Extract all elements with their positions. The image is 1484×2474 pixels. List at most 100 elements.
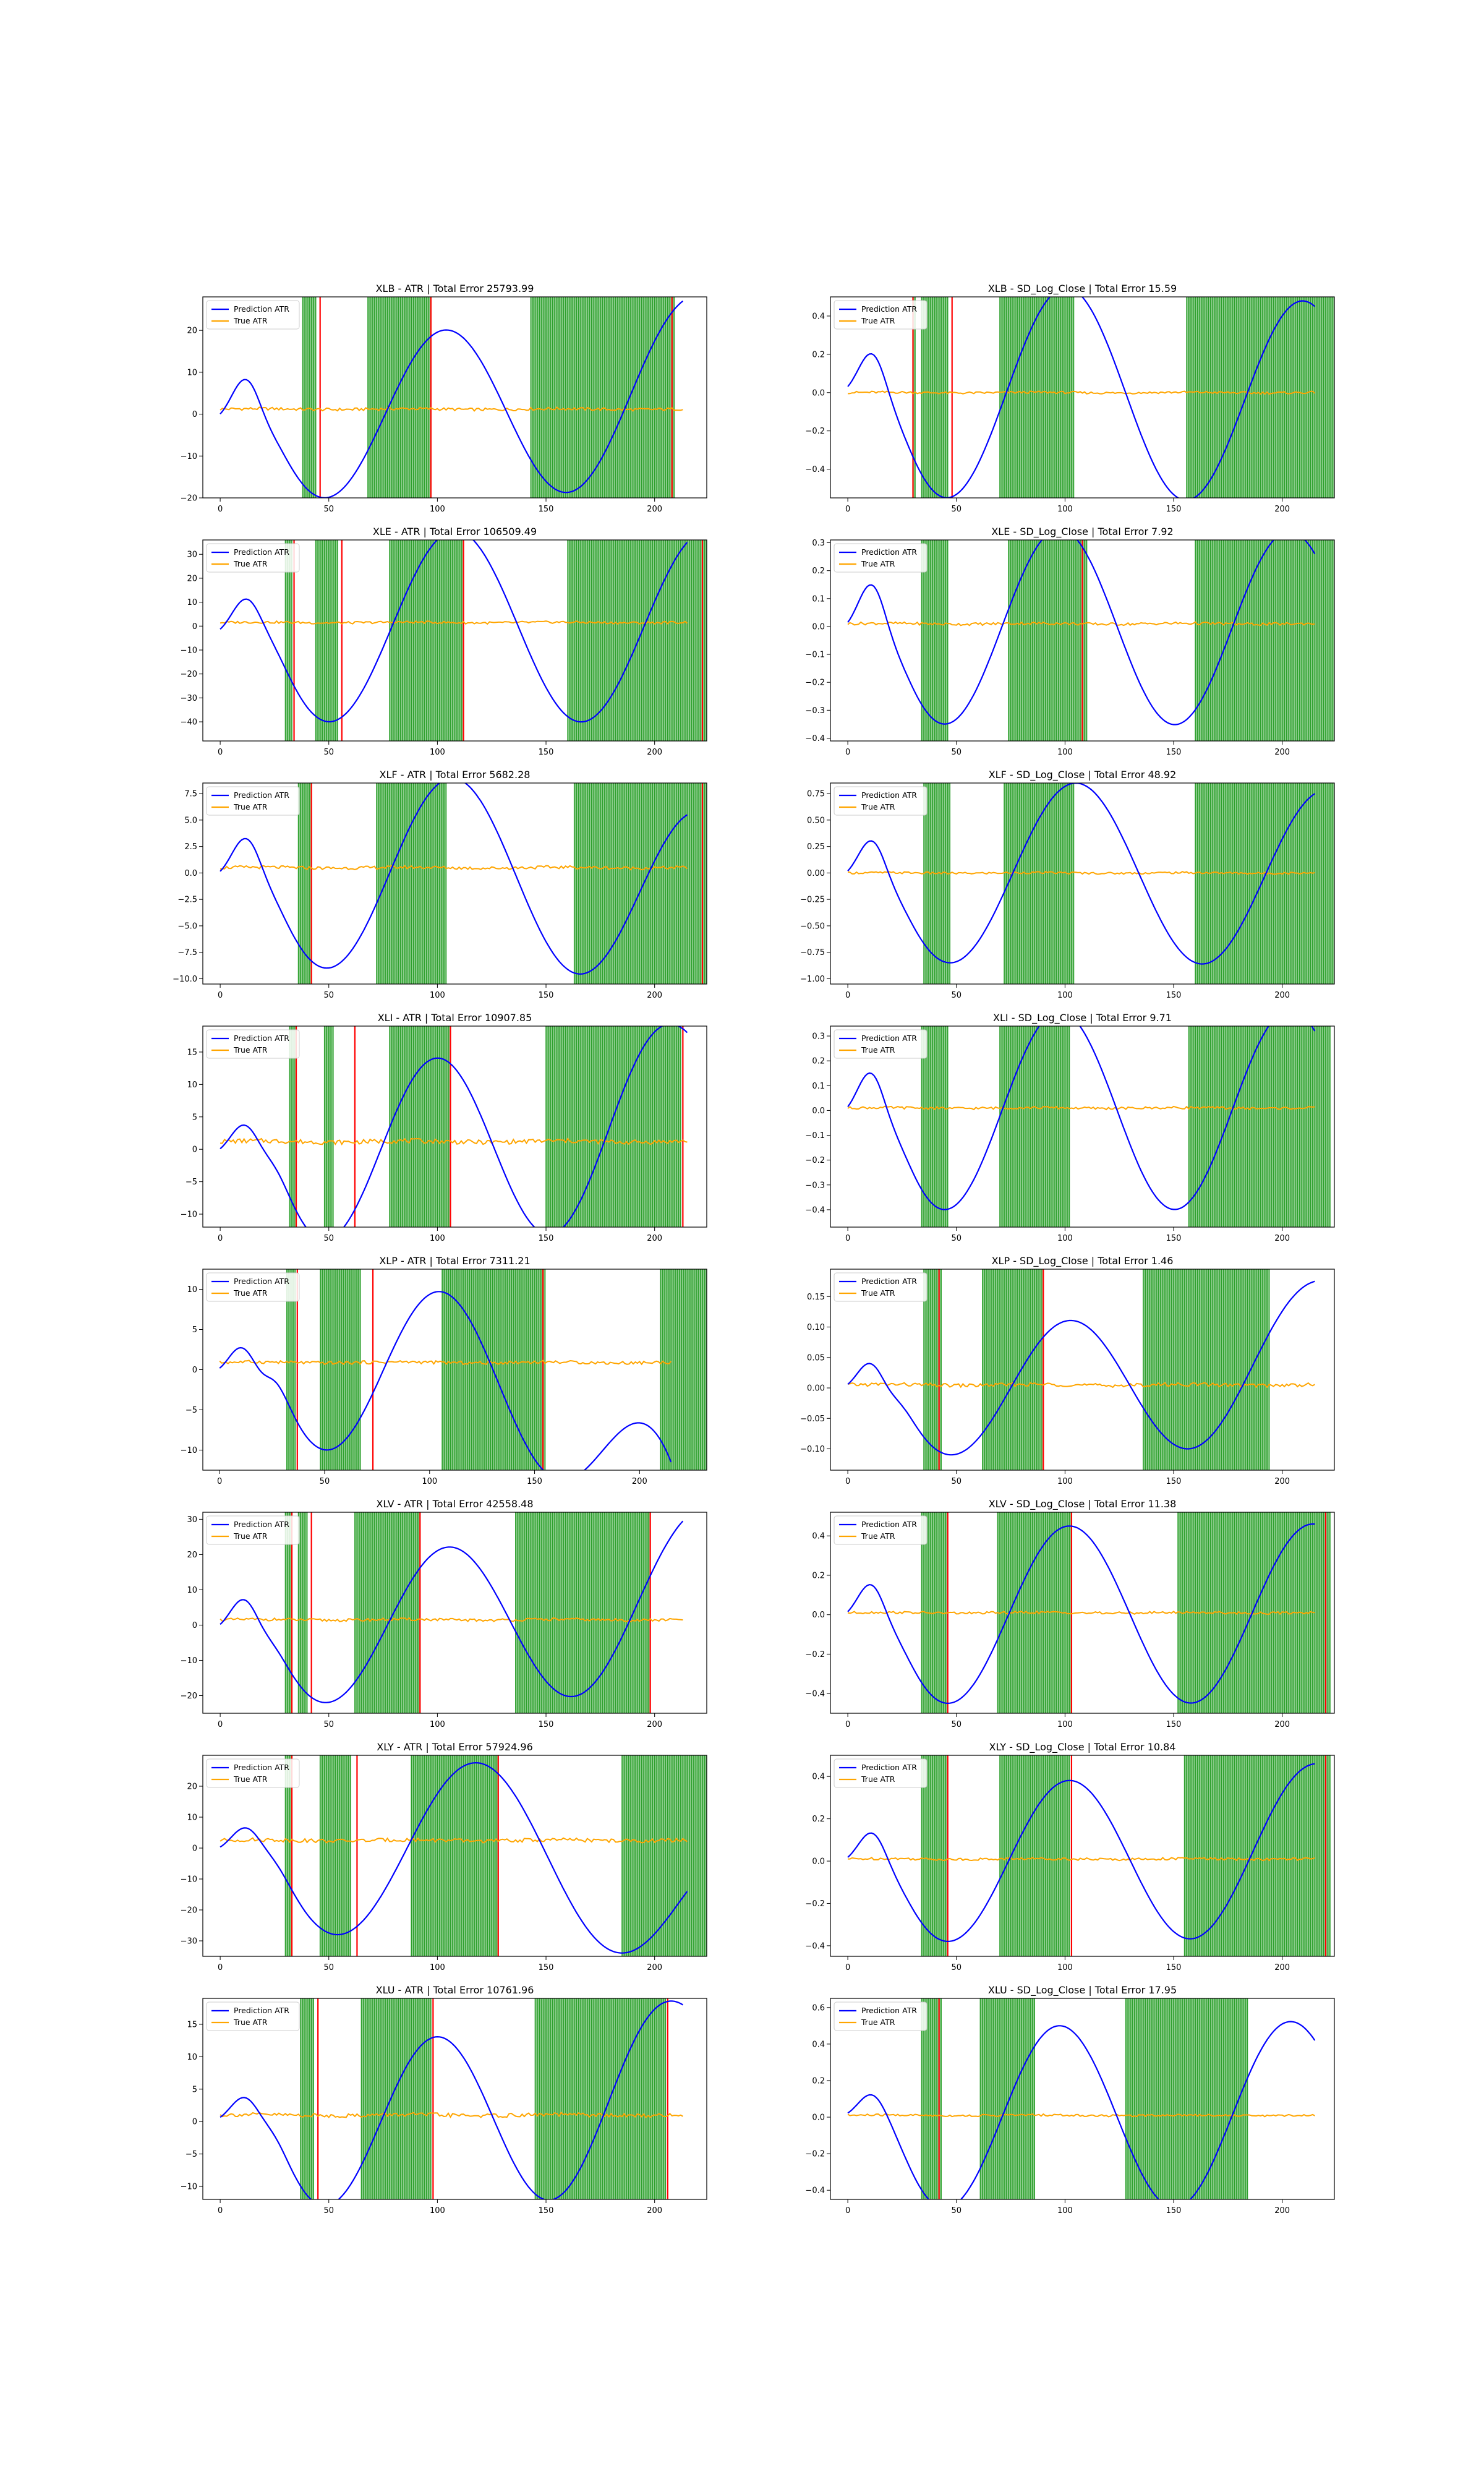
legend-box: [834, 2001, 927, 2031]
legend: Prediction ATR True ATR: [834, 543, 927, 573]
green-region: [300, 1998, 314, 2199]
legend: Prediction ATR True ATR: [834, 1758, 927, 1788]
subplot-title: XLP - ATR | Total Error 7311.21: [379, 1255, 530, 1267]
x-tick-label: 150: [1166, 505, 1182, 514]
y-tick-label: 0.25: [807, 842, 825, 852]
prediction-atr-line: [847, 2021, 1316, 2199]
y-tick-label: 0.4: [812, 312, 825, 321]
y-tick-label: 0.10: [807, 1323, 825, 1332]
green-region: [1186, 297, 1334, 498]
x-tick-label: 50: [323, 991, 334, 1000]
axes-frame: [830, 1025, 1335, 1228]
x-tick-label: 0: [845, 748, 850, 757]
y-tick-label: −10: [181, 1210, 197, 1220]
subplot-title: XLI - SD_Log_Close | Total Error 9.71: [993, 1012, 1172, 1024]
y-tick-label: 0: [192, 1621, 197, 1630]
green-region: [1195, 540, 1334, 741]
axes-frame: [202, 1512, 707, 1714]
x-tick-label: 0: [217, 1477, 222, 1486]
green-region: [999, 1755, 1070, 1956]
legend: Prediction ATR True ATR: [206, 1758, 300, 1788]
y-tick-label: 30: [187, 550, 197, 560]
green-region: [320, 1269, 361, 1470]
prediction-atr-line: [220, 1761, 688, 1954]
plot-area: [220, 783, 707, 984]
subplot-title: XLU - SD_Log_Close | Total Error 17.95: [988, 1984, 1177, 1997]
legend: Prediction ATR True ATR: [834, 300, 927, 330]
x-tick-label: 100: [1057, 2206, 1073, 2215]
x-tick-label: 200: [647, 1720, 662, 1729]
x-tick-label: 50: [951, 1234, 962, 1243]
legend: Prediction ATR True ATR: [206, 1029, 300, 1059]
green-region-fill: [367, 297, 431, 498]
subplot-title: XLY - SD_Log_Close | Total Error 10.84: [989, 1741, 1175, 1753]
x-tick-label: 0: [845, 1477, 850, 1486]
x-tick-label: 150: [1166, 1963, 1182, 1972]
y-tick-label: −20: [181, 670, 197, 679]
green-region: [354, 1512, 421, 1713]
x-tick-label: 100: [430, 748, 445, 757]
legend: Prediction ATR True ATR: [206, 2001, 300, 2031]
x-tick-label: 200: [1274, 1720, 1290, 1729]
legend: Prediction ATR True ATR: [206, 300, 300, 330]
x-tick-label: 0: [845, 2206, 850, 2215]
axes-frame: [202, 1025, 707, 1228]
y-tick-label: 0.75: [807, 790, 825, 799]
plot-area: [847, 783, 1334, 984]
axes-frame: [202, 539, 707, 742]
legend-box: [206, 1758, 300, 1788]
true-atr-line: [847, 1105, 1315, 1111]
y-tick-label: −40: [181, 718, 197, 727]
subplot-12: 0 50 100 150 200 −0.4 −0.2 0.0 0.2 0.4 XLV - SD_Lo…: [805, 1498, 1335, 1729]
y-tick-label: 0.0: [184, 869, 197, 878]
prediction-atr-line: [847, 783, 1316, 965]
green-region: [1183, 1755, 1331, 1956]
green-region-fill: [285, 1755, 292, 1956]
y-tick-label: −0.4: [805, 1690, 825, 1699]
subplot-title: XLF - SD_Log_Close | Total Error 48.92: [989, 769, 1177, 781]
y-tick-label: 0.0: [812, 2113, 825, 2123]
legend-box: [206, 1515, 300, 1545]
y-tick-label: −0.2: [805, 427, 825, 436]
x-tick-label: 0: [845, 991, 850, 1000]
true-atr-line: [847, 1610, 1315, 1616]
subplot-title: XLE - SD_Log_Close | Total Error 7.92: [991, 526, 1173, 538]
y-tick-label: 5: [192, 1113, 197, 1122]
prediction-atr-line: [220, 1520, 684, 1703]
x-tick-label: 50: [951, 2206, 962, 2215]
legend-prediction-label: Prediction ATR: [861, 1763, 917, 1772]
subplot-10: 0 50 100 150 200 −0.10 −0.05 0.00 0.05 0.10 0.15 XL…: [800, 1255, 1335, 1486]
green-region: [515, 1512, 651, 1713]
legend-prediction-label: Prediction ATR: [861, 547, 917, 557]
green-region: [389, 1026, 451, 1227]
y-tick-label: 0: [192, 1844, 197, 1854]
axes-frame: [830, 1755, 1335, 1957]
x-tick-label: 100: [1057, 505, 1073, 514]
legend: Prediction ATR True ATR: [834, 1272, 927, 1302]
y-tick-label: 0: [192, 622, 197, 631]
green-region: [315, 540, 338, 741]
y-tick-label: −0.25: [800, 896, 825, 905]
y-tick-label: −7.5: [177, 948, 197, 957]
true-atr-line: [220, 1837, 688, 1844]
y-tick-label: 0.00: [807, 1384, 825, 1393]
y-tick-label: 10: [187, 1586, 197, 1595]
y-tick-label: 20: [187, 1551, 197, 1560]
plot-area: [220, 1512, 684, 1713]
x-tick-label: 50: [951, 1477, 962, 1486]
legend-true-label: True ATR: [233, 1531, 268, 1541]
y-tick-label: 20: [187, 1783, 197, 1792]
y-tick-label: 10: [187, 368, 197, 377]
x-tick-label: 150: [1166, 1477, 1182, 1486]
y-tick-label: 5: [192, 1325, 197, 1335]
axes-frame: [830, 1269, 1335, 1471]
subplot-title: XLB - ATR | Total Error 25793.99: [376, 283, 534, 294]
subplot-title: XLF - ATR | Total Error 5682.28: [380, 769, 531, 781]
x-tick-label: 200: [1274, 748, 1290, 757]
green-region: [367, 297, 432, 498]
legend-box: [834, 1029, 927, 1059]
true-atr-line: [220, 406, 683, 412]
x-tick-label: 50: [323, 1234, 334, 1243]
x-tick-label: 0: [218, 748, 223, 757]
green-region: [286, 1269, 296, 1470]
